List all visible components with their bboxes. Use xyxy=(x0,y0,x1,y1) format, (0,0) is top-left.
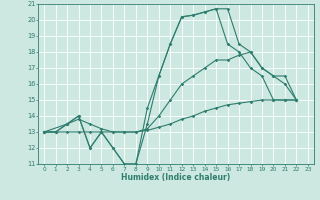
X-axis label: Humidex (Indice chaleur): Humidex (Indice chaleur) xyxy=(121,173,231,182)
